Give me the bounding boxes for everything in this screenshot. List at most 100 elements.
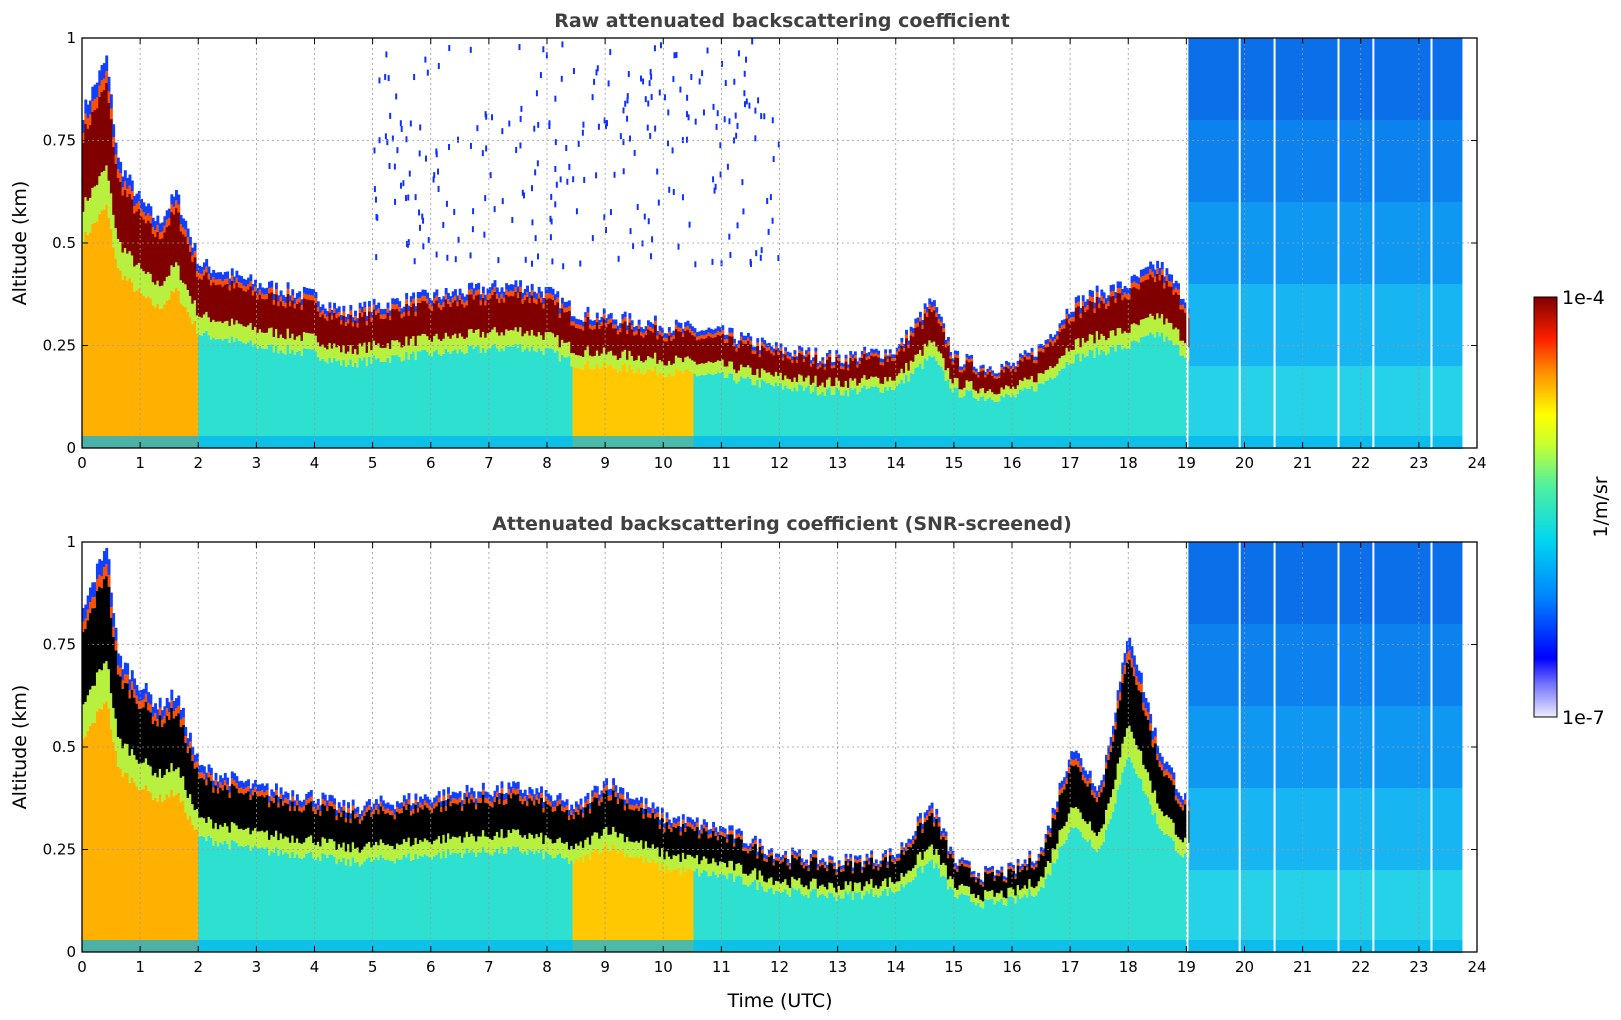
- layer-fringe-cell: [244, 787, 248, 793]
- layer-core-cell: [628, 809, 632, 842]
- layer-top-cell: [333, 302, 337, 309]
- noise-speck: [469, 46, 472, 53]
- layer-fringe-cell: [700, 335, 704, 339]
- transition-cell: [221, 323, 225, 341]
- aerosol-cell: [584, 363, 588, 448]
- layer-core-cell: [140, 216, 144, 269]
- profile-column: [721, 826, 725, 952]
- layer-top-cell: [677, 322, 681, 328]
- profile-column: [312, 289, 316, 448]
- layer-top-cell: [874, 348, 878, 353]
- layer-core-cell: [839, 368, 843, 387]
- transition-cell: [1121, 333, 1125, 350]
- profile-column: [228, 786, 232, 952]
- layer-core-cell: [530, 800, 534, 835]
- aerosol-cell: [300, 858, 304, 952]
- noise-speck: [629, 228, 632, 235]
- transition-cell: [607, 834, 611, 852]
- noise-speck: [767, 228, 770, 235]
- transition-cell: [212, 828, 216, 846]
- aerosol-cell: [342, 857, 346, 952]
- transition-cell: [123, 248, 127, 276]
- layer-core-cell: [960, 372, 964, 390]
- aerosol-cell: [858, 391, 862, 448]
- layer-top-cell: [553, 294, 557, 301]
- layer-top-cell: [254, 279, 257, 287]
- layer-fringe-cell: [205, 266, 209, 273]
- layer-top-cell: [256, 784, 260, 792]
- profile-column: [802, 355, 806, 448]
- layer-core-cell: [686, 826, 690, 855]
- layer-top-cell: [1037, 344, 1041, 349]
- layer-top-cell: [205, 259, 209, 267]
- profile-column: [184, 726, 188, 952]
- transition-cell: [402, 346, 406, 361]
- transition-cell: [181, 776, 185, 801]
- aerosol-cell: [984, 400, 988, 448]
- aerosol-cell: [907, 381, 911, 448]
- layer-top-cell: [974, 368, 978, 372]
- layer-core-cell: [544, 298, 548, 333]
- layer-fringe-cell: [579, 804, 583, 810]
- transition-cell: [188, 794, 192, 817]
- profile-column: [314, 292, 318, 448]
- profile-column: [670, 822, 674, 952]
- layer-top-cell: [172, 700, 176, 711]
- layer-fringe-cell: [519, 796, 523, 802]
- transition-cell: [598, 838, 602, 855]
- layer-fringe-cell: [212, 787, 216, 793]
- layer-top-cell: [137, 190, 141, 202]
- layer-fringe-cell: [958, 369, 962, 373]
- layer-fringe-cell: [1170, 281, 1174, 287]
- layer-fringe-cell: [679, 831, 683, 836]
- noise-speck: [437, 62, 440, 69]
- transition-cell: [181, 282, 185, 306]
- aerosol-cell: [295, 854, 299, 952]
- x-tick-label: 23: [1409, 454, 1428, 472]
- aerosol-cell: [923, 358, 927, 448]
- noise-speck: [384, 133, 387, 140]
- noise-speck: [549, 234, 552, 241]
- profile-column: [109, 592, 113, 952]
- layer-fringe-cell: [430, 808, 434, 813]
- profile-column: [1086, 299, 1090, 448]
- aerosol-cell: [337, 859, 341, 952]
- profile-column: [709, 828, 713, 952]
- transition-cell: [642, 848, 646, 864]
- aerosol-cell: [386, 357, 390, 448]
- aerosol-cell: [326, 858, 330, 952]
- aerosol-cell: [570, 860, 574, 952]
- layer-core-cell: [1018, 360, 1022, 380]
- transition-cell: [372, 845, 376, 860]
- profile-column: [1111, 284, 1115, 448]
- layer-fringe-cell: [447, 793, 450, 799]
- layer-fringe-cell: [254, 286, 257, 292]
- layer-top-cell: [219, 272, 223, 280]
- transition-cell: [247, 827, 250, 845]
- layer-top-cell: [326, 311, 330, 317]
- layer-top-cell: [679, 826, 683, 832]
- layer-fringe-cell: [567, 815, 571, 821]
- profile-column: [695, 817, 699, 952]
- aerosol-cell: [905, 374, 908, 448]
- layer-top-cell: [102, 551, 106, 568]
- profile-column: [377, 302, 381, 448]
- layer-fringe-cell: [265, 294, 269, 299]
- layer-core-cell: [402, 806, 406, 840]
- layer-fringe-cell: [1002, 369, 1006, 373]
- profile-column: [458, 791, 462, 952]
- layer-top-cell: [177, 194, 181, 205]
- aerosol-cell: [586, 853, 590, 952]
- layer-core-cell: [667, 335, 671, 361]
- noise-speck: [657, 199, 660, 206]
- transition-cell: [370, 847, 374, 862]
- layer-fringe-cell: [356, 812, 360, 817]
- transition-cell: [826, 379, 829, 390]
- layer-fringe-cell: [168, 218, 171, 226]
- aerosol-cell: [781, 389, 785, 448]
- layer-fringe-cell: [412, 298, 416, 304]
- profile-column: [391, 298, 395, 448]
- transition-cell: [626, 359, 629, 373]
- layer-core-cell: [923, 313, 927, 344]
- layer-top-cell: [328, 794, 332, 802]
